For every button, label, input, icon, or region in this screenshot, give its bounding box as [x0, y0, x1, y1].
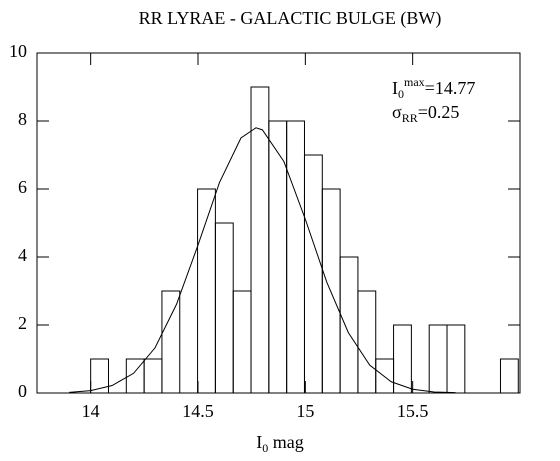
- fit-curve: [69, 127, 456, 394]
- ann-sup: max: [404, 75, 425, 89]
- histogram-bar: [428, 324, 448, 394]
- histogram-bar: [303, 154, 323, 394]
- histogram-bar: [143, 358, 163, 394]
- x-tick-label: 14: [82, 401, 100, 421]
- histogram-bar: [214, 222, 234, 394]
- histogram-bar: [286, 120, 305, 394]
- histogram-bar: [393, 324, 412, 394]
- x-label-sub: 0: [262, 441, 268, 455]
- y-tick-label: 0: [18, 381, 27, 401]
- y-tick-label: 4: [18, 245, 27, 265]
- annotation: I0max=14.77: [392, 75, 475, 101]
- x-tick-label: 14.5: [182, 401, 214, 421]
- ann-sub: 0: [398, 87, 404, 101]
- y-tick-label: 8: [18, 109, 27, 129]
- histogram-bar: [90, 358, 109, 394]
- y-tick-label: 10: [9, 41, 27, 61]
- histogram-bar: [446, 324, 466, 394]
- y-tick-label: 6: [18, 177, 27, 197]
- x-tick-label: 15.5: [397, 401, 429, 421]
- ann-text: =14.77: [425, 78, 476, 98]
- ann-sub: RR: [402, 111, 418, 125]
- histogram-bar: [232, 290, 252, 394]
- x-label-base: I: [256, 432, 262, 452]
- y-tick-label: 2: [18, 313, 27, 333]
- histogram-bar: [161, 290, 181, 394]
- histogram-bar: [357, 290, 377, 394]
- ann-text: =0.25: [418, 102, 460, 122]
- histogram-bar: [499, 358, 519, 394]
- histogram-bar: [375, 358, 395, 394]
- x-axis-label: I0 mag: [256, 432, 304, 455]
- histogram-bar: [321, 188, 341, 394]
- histogram-bar: [250, 86, 270, 394]
- ann-base: σ: [392, 102, 402, 122]
- ann-base: I: [392, 78, 398, 98]
- annotation: σRR=0.25: [392, 102, 459, 125]
- x-tick-label: 15: [296, 401, 314, 421]
- chart-title: RR LYRAE - GALACTIC BULGE (BW): [139, 8, 442, 29]
- x-label-rest: mag: [268, 432, 304, 452]
- histogram-bar: [339, 256, 359, 394]
